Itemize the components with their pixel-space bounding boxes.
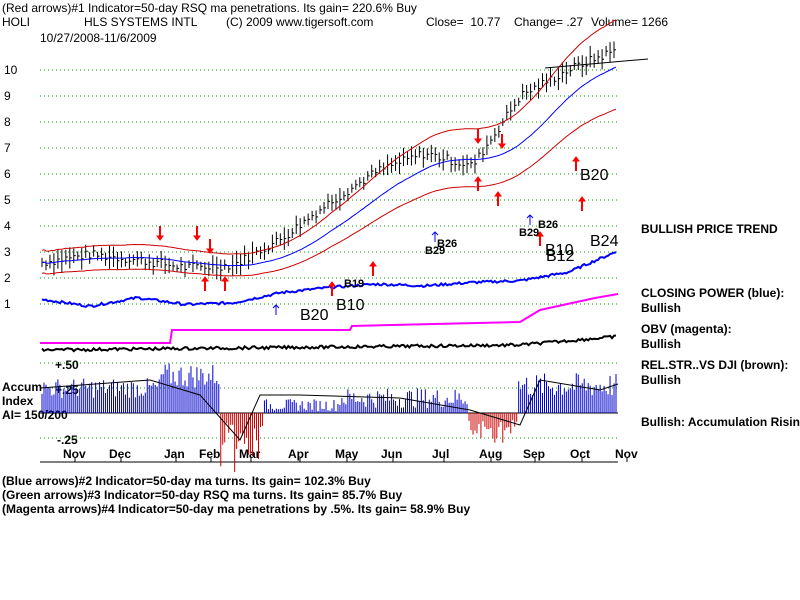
relative-strength-line (41, 334, 617, 353)
bullish-trend-label: BULLISH PRICE TREND (641, 222, 778, 236)
red-arrow-head (498, 143, 506, 149)
signal-label-b10: B10 (336, 297, 365, 314)
volume-value: Volume= 1266 (591, 15, 669, 29)
signal-label-b29: B29 (425, 245, 445, 257)
x-tick-jan: Jan (164, 447, 185, 461)
red-arrow-head (156, 235, 164, 241)
red-arrow-head (474, 176, 482, 182)
closing-power-label: CLOSING POWER (blue): (641, 286, 785, 300)
accum-rising-label: Bullish: Accumulation Rising (641, 415, 800, 429)
y-tick-9: 9 (4, 89, 11, 103)
red-arrow-head (474, 138, 482, 144)
ticker: HOLI (2, 15, 31, 29)
red-arrow-head (369, 261, 377, 267)
x-tick-nov-end: Nov (615, 447, 638, 461)
red-arrow-head (193, 235, 201, 241)
y-tick-4: 4 (4, 219, 11, 233)
y-tick-5: 5 (4, 193, 11, 207)
x-tick-mar: Mar (239, 447, 261, 461)
signal-label-b24: B24 (590, 233, 619, 250)
signal-label-b26: B26 (538, 219, 558, 231)
copyright: (C) 2009 www.tigersoft.com (226, 15, 374, 29)
trend-line (544, 58, 649, 69)
x-tick-oct: Oct (570, 447, 591, 461)
y-tick-7: 7 (4, 141, 11, 155)
red-arrow-head (328, 281, 336, 287)
x-tick-feb: Feb (199, 447, 221, 461)
obv-state: Bullish (641, 337, 682, 351)
signal-label-b10: B10 (545, 242, 574, 259)
accum-title: Accum (2, 380, 43, 394)
x-tick-apr: Apr (288, 447, 309, 461)
y-tick-3: 3 (4, 245, 11, 259)
index-title: Index (2, 394, 34, 408)
close-value: Close= 10.77 (426, 15, 501, 29)
red-arrow-head (494, 191, 502, 197)
x-tick-sep: Sep (523, 447, 546, 461)
red-arrow-head (206, 248, 214, 254)
change-value: Change= .27 (514, 15, 584, 29)
signal-label-b20: B20 (580, 167, 609, 184)
accum-minus-25: -.25 (57, 433, 78, 447)
x-tick-jun: Jun (381, 447, 403, 461)
company-name: HLS SYSTEMS INTL (84, 15, 198, 29)
red-arrow-head (536, 231, 544, 237)
y-tick-2: 2 (4, 271, 11, 285)
closing-power-line (41, 251, 617, 309)
red-arrow-head (572, 156, 580, 162)
relstr-label: REL.STR..VS DJI (brown): (641, 358, 789, 372)
date-range: 10/27/2008-11/6/2009 (40, 31, 157, 45)
red-arrow-head (221, 276, 229, 282)
signal-label-b12: B12 (546, 248, 575, 265)
blue-arrow-head (272, 304, 280, 309)
x-tick-nov: Nov (63, 447, 86, 461)
signal-label-b20: B20 (300, 307, 329, 324)
closing-power-state: Bullish (641, 301, 682, 315)
indicator-4-line: (Magenta arrows)#4 Indicator=50-day ma p… (2, 502, 471, 516)
y-tick-6: 6 (4, 167, 11, 181)
ai-score: AI= 150/200 (2, 408, 68, 422)
accum-average-line (39, 379, 619, 441)
indicator-2-line: (Blue arrows)#2 Indicator=50-day ma turn… (2, 474, 371, 488)
obv-line (40, 293, 619, 344)
accum-plus-50: +.50 (55, 358, 79, 372)
red-arrow-head (578, 196, 586, 202)
moving-average-line (41, 66, 617, 267)
signal-label-b26: B26 (437, 238, 457, 250)
red-arrow-head (201, 276, 209, 282)
upper-band-line (41, 19, 617, 255)
indicator-1-line: (Red arrows)#1 Indicator=50-day RSQ ma p… (2, 1, 417, 15)
y-tick-8: 8 (4, 115, 11, 129)
relstr-state: Bullish (641, 373, 682, 387)
signal-label-b19: B19 (344, 278, 364, 290)
y-tick-1: 1 (4, 297, 11, 311)
y-tick-10: 10 (4, 63, 18, 77)
x-tick-may: May (335, 447, 359, 461)
blue-arrow-head (431, 231, 439, 236)
lower-band-line (41, 108, 617, 277)
x-tick-aug: Aug (479, 447, 503, 461)
obv-label: OBV (magenta): (641, 322, 732, 336)
x-tick-jul: Jul (432, 447, 450, 461)
blue-arrow-head (526, 214, 534, 219)
x-tick-dec: Dec (109, 447, 132, 461)
signal-label-b29: B29 (519, 227, 539, 239)
indicator-3-line: (Green arrows)#3 Indicator=50-day RSQ ma… (2, 488, 403, 502)
